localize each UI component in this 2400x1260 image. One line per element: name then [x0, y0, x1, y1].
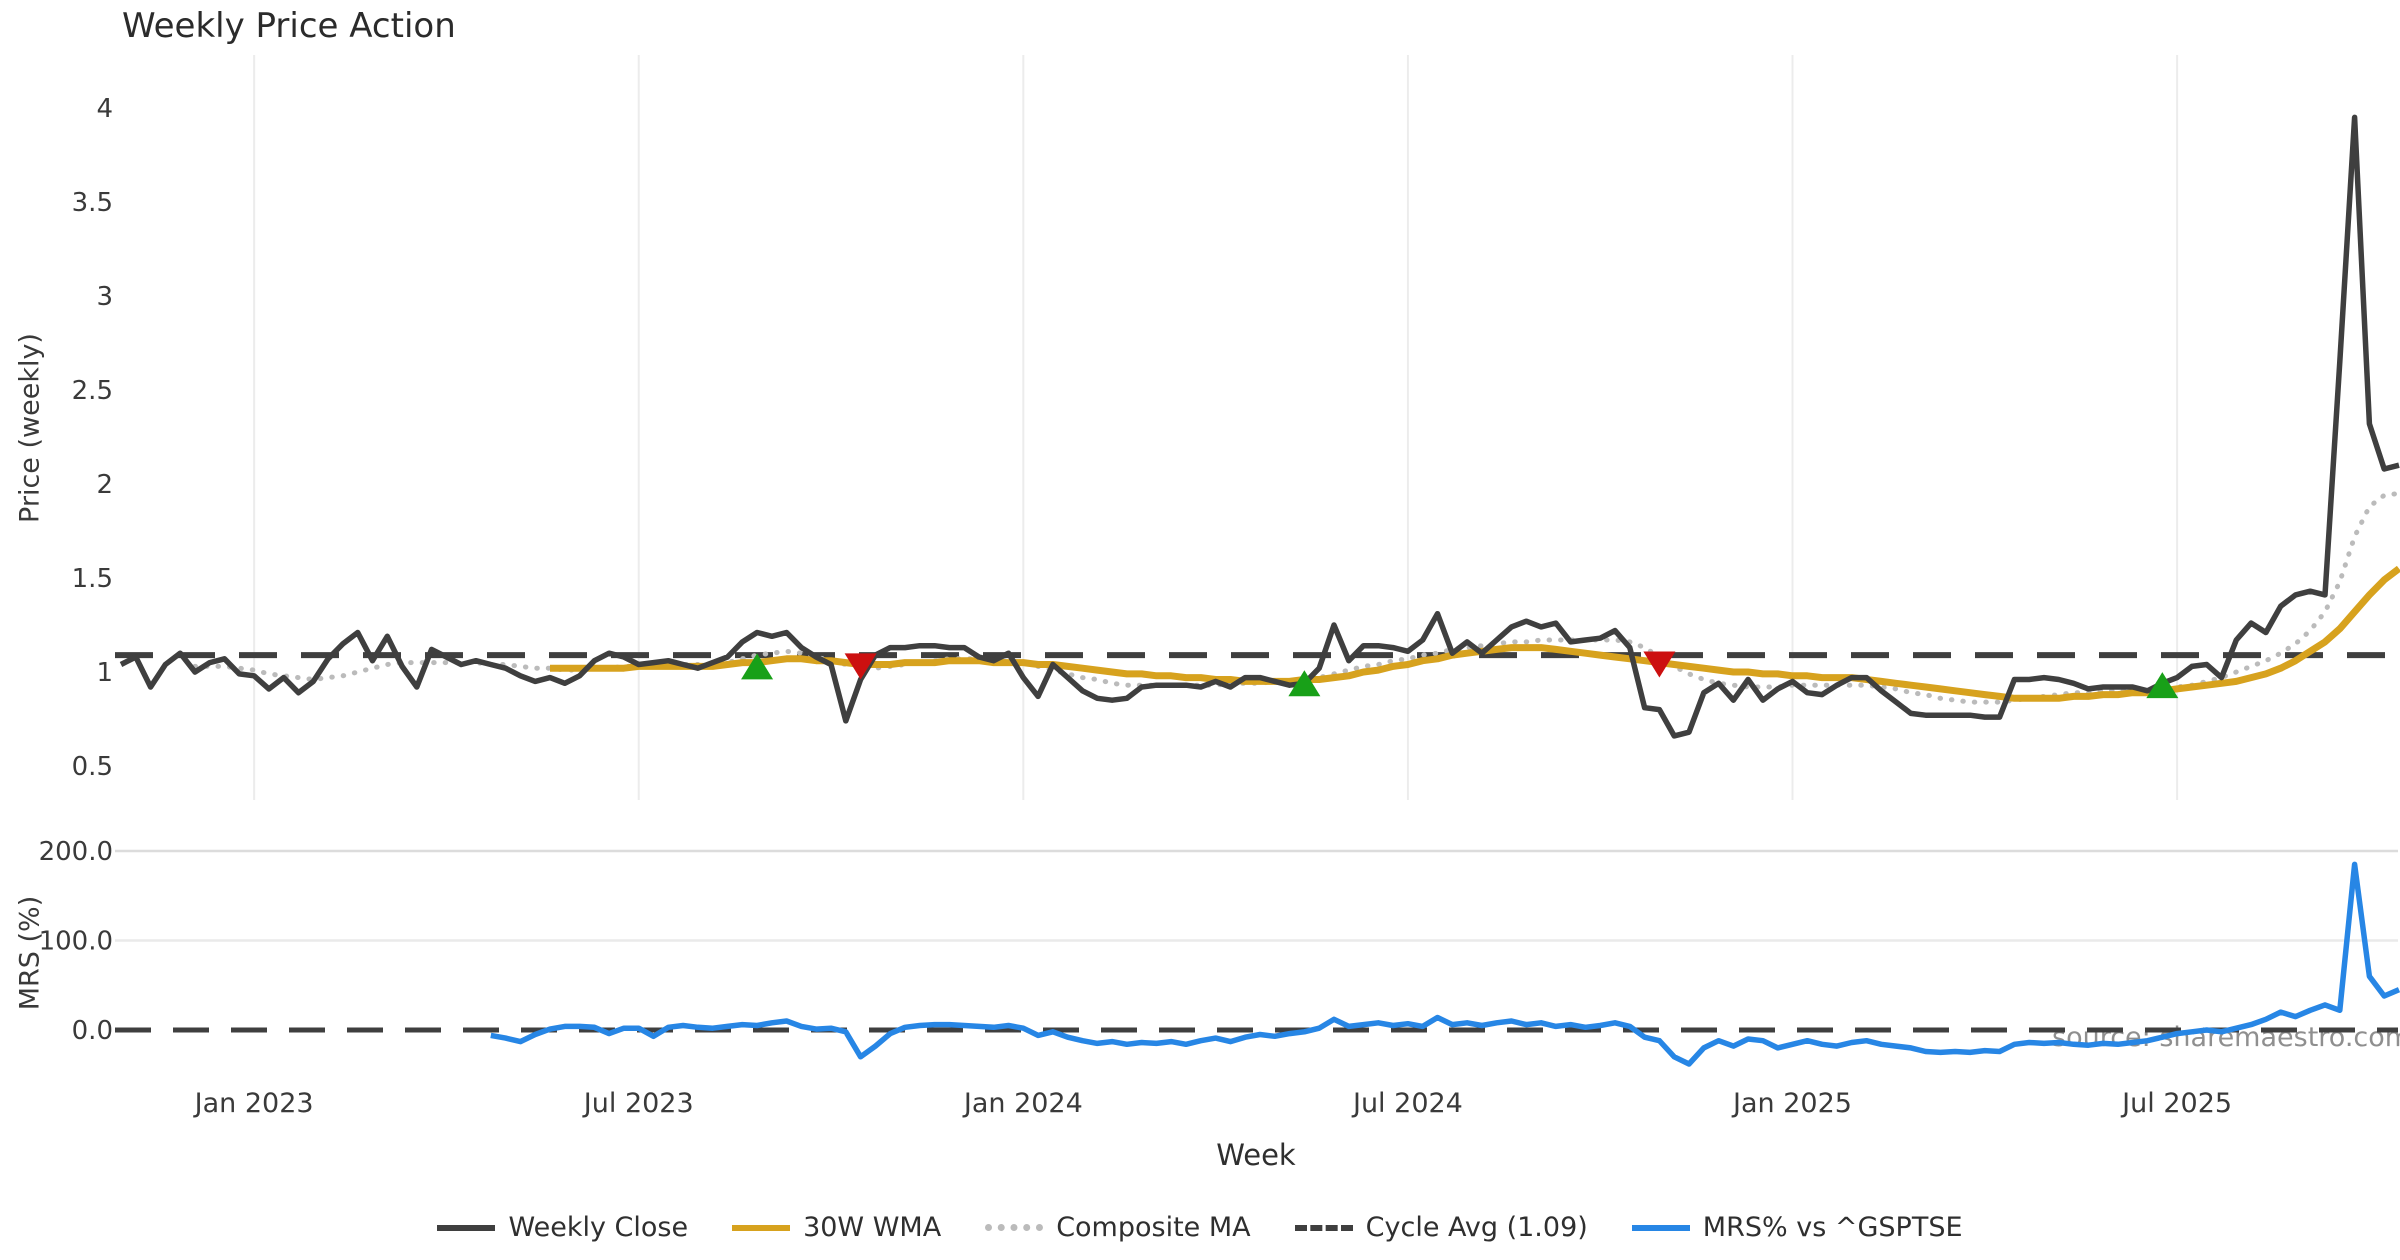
legend-item-weekly-close: Weekly Close	[437, 1212, 688, 1243]
price-tick-label: 3.5	[72, 188, 113, 218]
mrs-tick-label: 200.0	[39, 837, 113, 867]
wma-line	[550, 565, 2400, 702]
legend-item-composite-ma: Composite MA	[985, 1212, 1251, 1243]
buy-marker	[1288, 670, 1321, 697]
x-axis-label: Week	[1216, 1138, 1296, 1172]
weekly-close-line	[119, 114, 2400, 739]
legend-item-mrs: MRS% vs ^GSPTSE	[1631, 1212, 1963, 1243]
x-tick-label: Jan 2025	[1731, 1088, 1852, 1119]
weekly-close-line-sample	[437, 1224, 496, 1231]
price-tick-label: 2	[96, 470, 113, 500]
buy-marker	[741, 653, 774, 680]
price-tick-label: 0.5	[72, 752, 113, 782]
legend-item-30w-wma: 30W WMA	[732, 1212, 941, 1243]
chart-title: Weekly Price Action	[122, 6, 456, 46]
sell-marker	[1643, 651, 1676, 678]
x-tick-label: Jul 2024	[1351, 1088, 1463, 1119]
price-tick-label: 3	[96, 282, 113, 312]
price-tick-label: 1.5	[72, 564, 113, 594]
mrs-tick-label: 0.0	[72, 1016, 113, 1046]
legend-label: MRS% vs ^GSPTSE	[1702, 1212, 1963, 1243]
mrs-tick-label: 100.0	[39, 927, 113, 957]
x-tick-label: Jul 2025	[2120, 1088, 2232, 1119]
watermark: source: sharemaestro.com	[2052, 1022, 2400, 1053]
x-tick-label: Jan 2023	[193, 1088, 314, 1119]
x-tick-label: Jul 2023	[582, 1088, 694, 1119]
legend-label: Cycle Avg (1.09)	[1365, 1212, 1588, 1243]
mrs-line-sample	[1631, 1224, 1690, 1231]
composite-ma-line	[192, 490, 2400, 705]
legend-item-cycle-avg: Cycle Avg (1.09)	[1294, 1212, 1588, 1243]
price-tick-label: 4	[96, 94, 113, 124]
legend: Weekly Close 30W WMA Composite MA Cycle …	[0, 1212, 2400, 1243]
buy-marker	[2146, 672, 2179, 699]
legend-label: Composite MA	[1056, 1212, 1251, 1243]
mrs-line	[490, 861, 2400, 1067]
price-tick-label: 2.5	[72, 376, 113, 406]
legend-label: 30W WMA	[803, 1212, 942, 1243]
legend-label: Weekly Close	[508, 1212, 689, 1243]
composite-ma-line-sample	[985, 1224, 1044, 1231]
wma-line-sample	[732, 1224, 791, 1231]
cycle-avg-line-sample	[1294, 1224, 1353, 1231]
sell-marker	[844, 653, 877, 680]
price-tick-label: 1	[96, 658, 113, 688]
x-tick-label: Jan 2024	[962, 1088, 1083, 1119]
